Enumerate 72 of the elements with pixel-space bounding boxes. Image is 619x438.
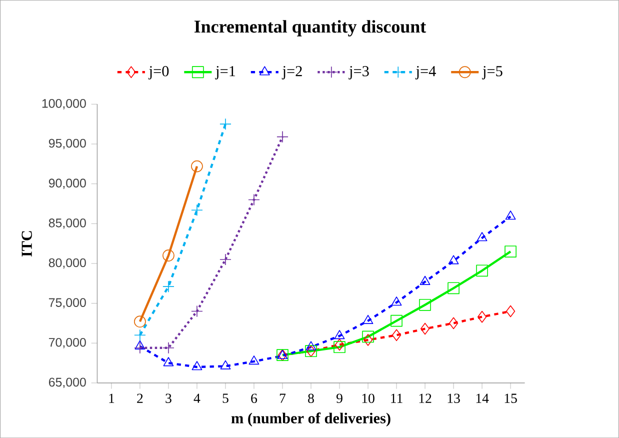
point bbox=[392, 329, 402, 342]
point bbox=[448, 317, 458, 330]
x-tick-label: 9 bbox=[336, 394, 342, 403]
point bbox=[162, 249, 174, 262]
x-tick-label: 13 bbox=[448, 394, 460, 403]
y-tick-label: 65,000 bbox=[48, 378, 86, 388]
point bbox=[134, 329, 146, 342]
point bbox=[476, 232, 488, 242]
point bbox=[192, 360, 202, 370]
legend-label: j=1 bbox=[215, 66, 236, 80]
point bbox=[505, 210, 516, 220]
x-tick-label: 10 bbox=[362, 394, 374, 403]
point bbox=[220, 118, 232, 130]
y-axis-title: ITC bbox=[22, 231, 32, 256]
x-tick-label: 3 bbox=[166, 394, 172, 403]
x-axis-title: m (number of deliveries) bbox=[231, 412, 390, 426]
legend-label: j=5 bbox=[482, 66, 502, 80]
point bbox=[420, 322, 430, 335]
legend-label: j=4 bbox=[415, 66, 436, 80]
point bbox=[220, 253, 232, 266]
point bbox=[391, 296, 402, 306]
legend-label: j=2 bbox=[282, 66, 302, 80]
x-tick-label: 1 bbox=[109, 394, 114, 403]
point bbox=[477, 310, 487, 323]
point bbox=[420, 276, 430, 285]
point bbox=[334, 330, 345, 340]
x-tick-label: 2 bbox=[137, 394, 143, 403]
y-tick-label: 70,000 bbox=[48, 338, 86, 348]
point bbox=[248, 355, 260, 365]
y-tick-label: 100,000 bbox=[42, 98, 86, 110]
point bbox=[334, 341, 346, 353]
y-tick-label: 75,000 bbox=[48, 298, 86, 308]
x-tick-label: 15 bbox=[504, 394, 517, 403]
y-tick-label: 80,000 bbox=[48, 258, 86, 269]
point bbox=[506, 305, 516, 318]
point bbox=[504, 246, 516, 258]
point bbox=[162, 280, 174, 292]
point bbox=[134, 340, 146, 350]
chart-title: Incremental quantity discount bbox=[194, 20, 426, 36]
x-tick-label: 12 bbox=[419, 394, 432, 403]
point bbox=[334, 338, 344, 351]
y-tick-label: 85,000 bbox=[48, 218, 86, 229]
x-tick-label: 7 bbox=[280, 394, 286, 403]
point bbox=[363, 334, 373, 346]
point bbox=[248, 194, 260, 206]
x-tick-label: 4 bbox=[194, 394, 200, 403]
point bbox=[191, 305, 203, 318]
point bbox=[448, 282, 460, 294]
point bbox=[306, 341, 316, 350]
x-tick-label: 5 bbox=[222, 394, 228, 403]
point bbox=[448, 255, 459, 264]
point bbox=[362, 330, 374, 343]
point bbox=[476, 264, 488, 276]
point bbox=[134, 316, 146, 328]
point bbox=[134, 342, 146, 354]
point bbox=[162, 342, 174, 354]
point bbox=[390, 314, 402, 327]
x-tick-label: 6 bbox=[251, 394, 258, 403]
point bbox=[191, 204, 203, 216]
legend-label: j=3 bbox=[348, 66, 369, 80]
point bbox=[163, 356, 174, 366]
point bbox=[419, 298, 431, 311]
point bbox=[362, 314, 374, 324]
y-tick-label: 90,000 bbox=[48, 178, 86, 189]
point bbox=[191, 160, 203, 172]
point bbox=[276, 130, 288, 143]
x-tick-label: 14 bbox=[476, 394, 489, 403]
legend-label: j=0 bbox=[148, 66, 169, 80]
x-tick-label: 8 bbox=[308, 394, 314, 403]
point bbox=[220, 360, 231, 370]
y-tick-label: 95,000 bbox=[48, 138, 86, 150]
x-tick-label: 11 bbox=[391, 394, 402, 403]
